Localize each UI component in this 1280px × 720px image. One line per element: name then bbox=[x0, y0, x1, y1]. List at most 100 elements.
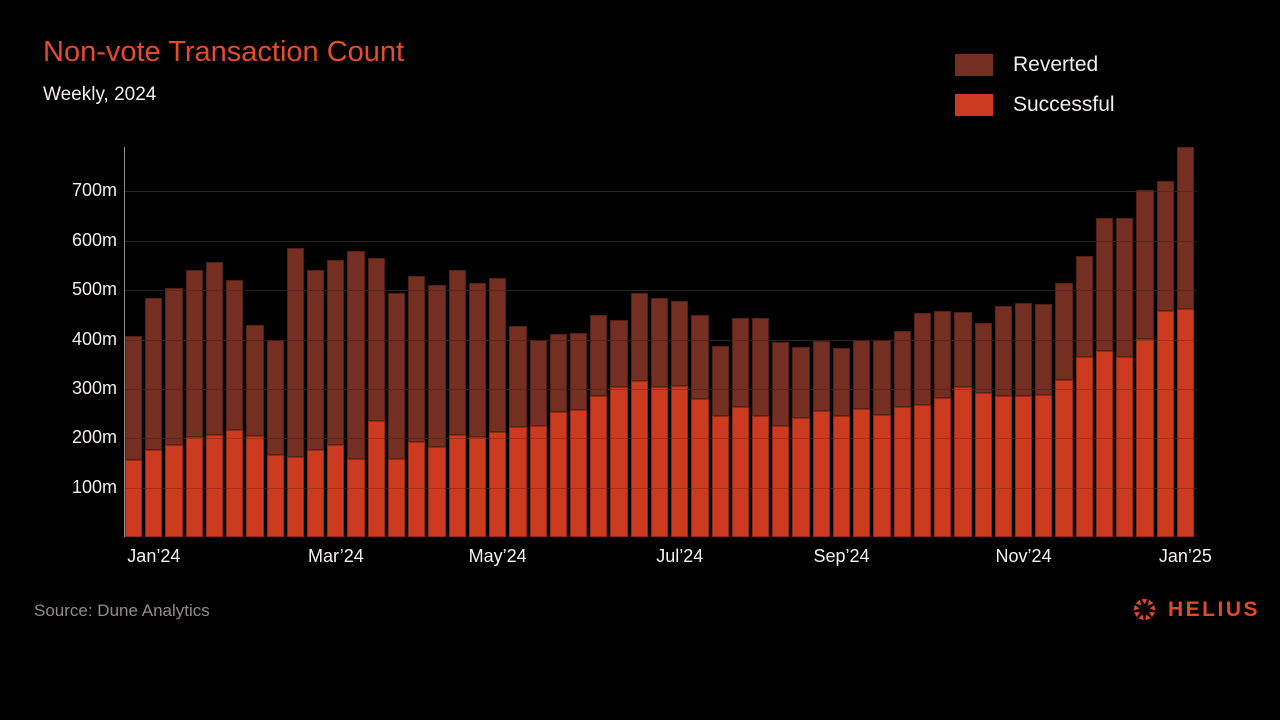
successful-segment[interactable] bbox=[630, 381, 648, 537]
reverted-segment[interactable] bbox=[1035, 303, 1053, 396]
successful-segment[interactable] bbox=[509, 427, 527, 537]
bar-week-18[interactable] bbox=[468, 283, 487, 537]
bar-week-2[interactable] bbox=[145, 298, 163, 537]
reverted-segment[interactable] bbox=[509, 326, 527, 428]
bar-week-38[interactable] bbox=[873, 339, 891, 537]
successful-segment[interactable] bbox=[286, 456, 305, 537]
reverted-segment[interactable] bbox=[934, 310, 952, 399]
reverted-segment[interactable] bbox=[125, 335, 143, 461]
bar-week-50[interactable] bbox=[1116, 217, 1134, 537]
reverted-segment[interactable] bbox=[731, 318, 749, 407]
bar-week-13[interactable] bbox=[367, 257, 385, 537]
bar-week-40[interactable] bbox=[913, 313, 932, 537]
successful-segment[interactable] bbox=[387, 458, 406, 537]
successful-segment[interactable] bbox=[1035, 395, 1053, 537]
bar-week-31[interactable] bbox=[731, 318, 749, 537]
bar-week-5[interactable] bbox=[205, 262, 224, 537]
bar-week-16[interactable] bbox=[428, 284, 446, 537]
reverted-segment[interactable] bbox=[489, 277, 507, 432]
reverted-segment[interactable] bbox=[691, 314, 709, 400]
bar-week-49[interactable] bbox=[1095, 217, 1114, 537]
successful-segment[interactable] bbox=[1156, 311, 1174, 537]
reverted-segment[interactable] bbox=[408, 275, 426, 442]
reverted-segment[interactable] bbox=[145, 298, 163, 451]
bar-week-36[interactable] bbox=[832, 348, 851, 537]
bar-week-39[interactable] bbox=[893, 331, 911, 537]
successful-segment[interactable] bbox=[327, 445, 345, 537]
successful-segment[interactable] bbox=[853, 408, 871, 537]
bar-week-24[interactable] bbox=[590, 314, 608, 537]
reverted-segment[interactable] bbox=[428, 284, 446, 447]
successful-segment[interactable] bbox=[1176, 309, 1194, 537]
reverted-segment[interactable] bbox=[752, 317, 770, 417]
bar-week-45[interactable] bbox=[1014, 302, 1033, 537]
successful-segment[interactable] bbox=[185, 436, 203, 537]
successful-segment[interactable] bbox=[792, 417, 810, 537]
reverted-segment[interactable] bbox=[711, 345, 729, 417]
bar-week-33[interactable] bbox=[772, 341, 790, 537]
bar-week-47[interactable] bbox=[1055, 283, 1073, 537]
bar-week-26[interactable] bbox=[630, 293, 648, 537]
bar-week-9[interactable] bbox=[286, 247, 305, 537]
successful-segment[interactable] bbox=[873, 415, 891, 537]
successful-segment[interactable] bbox=[913, 405, 932, 537]
bar-week-10[interactable] bbox=[307, 270, 325, 537]
reverted-segment[interactable] bbox=[630, 293, 648, 381]
reverted-segment[interactable] bbox=[1116, 217, 1134, 358]
successful-segment[interactable] bbox=[307, 450, 325, 537]
reverted-segment[interactable] bbox=[266, 339, 284, 456]
successful-segment[interactable] bbox=[1014, 395, 1033, 537]
bar-week-20[interactable] bbox=[509, 326, 527, 537]
successful-segment[interactable] bbox=[934, 398, 952, 537]
reverted-segment[interactable] bbox=[1136, 189, 1154, 339]
successful-segment[interactable] bbox=[832, 416, 851, 537]
successful-segment[interactable] bbox=[812, 411, 830, 537]
successful-segment[interactable] bbox=[226, 430, 244, 537]
successful-segment[interactable] bbox=[691, 399, 709, 537]
bar-week-1[interactable] bbox=[125, 335, 143, 537]
successful-segment[interactable] bbox=[590, 396, 608, 537]
bar-week-29[interactable] bbox=[691, 314, 709, 537]
reverted-segment[interactable] bbox=[913, 313, 932, 406]
bar-week-46[interactable] bbox=[1035, 303, 1053, 537]
bar-week-30[interactable] bbox=[711, 345, 729, 537]
bar-week-8[interactable] bbox=[266, 339, 284, 537]
successful-segment[interactable] bbox=[246, 436, 264, 537]
reverted-segment[interactable] bbox=[954, 311, 972, 387]
reverted-segment[interactable] bbox=[367, 257, 385, 421]
bar-week-7[interactable] bbox=[246, 325, 264, 537]
reverted-segment[interactable] bbox=[569, 332, 588, 410]
bar-week-11[interactable] bbox=[327, 260, 345, 537]
reverted-segment[interactable] bbox=[994, 306, 1012, 397]
successful-segment[interactable] bbox=[711, 416, 729, 537]
bar-week-6[interactable] bbox=[226, 279, 244, 537]
reverted-segment[interactable] bbox=[205, 262, 224, 436]
reverted-segment[interactable] bbox=[772, 341, 790, 426]
reverted-segment[interactable] bbox=[792, 347, 810, 418]
successful-segment[interactable] bbox=[205, 435, 224, 537]
reverted-segment[interactable] bbox=[347, 250, 365, 459]
bar-week-14[interactable] bbox=[387, 293, 406, 537]
reverted-segment[interactable] bbox=[1014, 302, 1033, 396]
bar-week-15[interactable] bbox=[408, 275, 426, 537]
successful-segment[interactable] bbox=[347, 458, 365, 537]
bar-week-25[interactable] bbox=[610, 319, 628, 537]
successful-segment[interactable] bbox=[448, 435, 466, 537]
successful-segment[interactable] bbox=[752, 416, 770, 537]
successful-segment[interactable] bbox=[569, 409, 588, 537]
bar-week-53[interactable] bbox=[1176, 147, 1194, 537]
successful-segment[interactable] bbox=[266, 455, 284, 537]
reverted-segment[interactable] bbox=[671, 300, 689, 386]
bar-week-19[interactable] bbox=[489, 277, 507, 537]
reverted-segment[interactable] bbox=[893, 331, 911, 407]
bar-week-17[interactable] bbox=[448, 269, 466, 537]
reverted-segment[interactable] bbox=[650, 298, 669, 387]
reverted-segment[interactable] bbox=[1095, 217, 1114, 351]
reverted-segment[interactable] bbox=[448, 269, 466, 436]
bar-week-27[interactable] bbox=[650, 298, 669, 537]
reverted-segment[interactable] bbox=[307, 270, 325, 451]
bar-week-52[interactable] bbox=[1156, 180, 1174, 537]
successful-segment[interactable] bbox=[772, 425, 790, 537]
reverted-segment[interactable] bbox=[387, 293, 406, 459]
bar-week-44[interactable] bbox=[994, 306, 1012, 537]
